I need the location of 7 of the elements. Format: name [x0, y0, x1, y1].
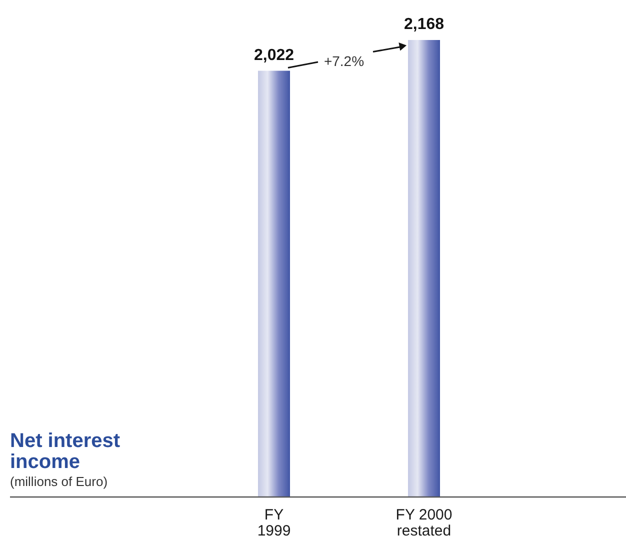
x-tick-label: FY 1999	[257, 506, 291, 540]
data-label: 2,022	[254, 46, 294, 64]
text: Net interest income	[10, 430, 120, 473]
x-tick-label: FY 2000 restated	[396, 506, 452, 540]
text: (millions of Euro)	[10, 474, 108, 489]
data-label: 2,168	[404, 16, 444, 33]
annotation: +7.2%	[324, 52, 364, 69]
